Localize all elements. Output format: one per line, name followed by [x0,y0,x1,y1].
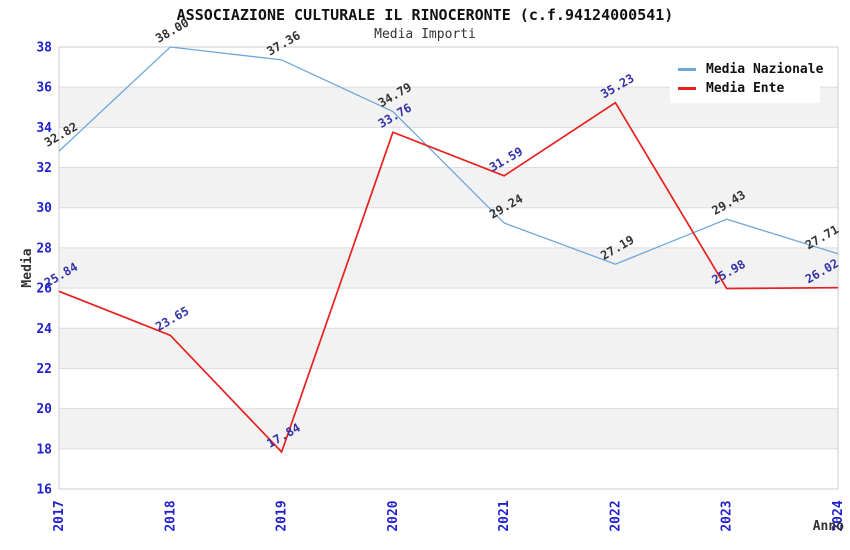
x-tick-label: 2024 [831,500,846,531]
value-label: 38.00 [153,15,191,45]
legend-item-media-nazionale: Media Nazionale [678,60,824,79]
x-tick-label: 2022 [608,500,623,531]
y-tick-label: 20 [36,402,52,417]
y-tick-label: 36 [36,81,52,96]
y-tick-label: 24 [36,322,52,337]
series-line-media-ente [58,101,839,454]
y-tick-label: 32 [36,161,52,176]
media-nazionale-line-swatch-icon [678,68,696,71]
x-tick-label: 2019 [275,500,290,531]
x-tick-label: 2020 [386,500,401,531]
plot-band [59,167,838,208]
y-tick-label: 22 [36,362,52,377]
x-axis-title: Anno [812,519,844,534]
series-line-media-nazionale [58,46,839,265]
plot-band [59,328,838,369]
x-tick-label: 2018 [163,500,178,531]
plot-band [59,408,838,449]
x-tick-label: 2021 [497,500,512,531]
value-label: 37.36 [264,28,302,58]
chart-legend: Media Nazionale Media Ente [670,55,824,103]
y-axis-title: Media [20,248,35,288]
x-tick-label: 2023 [720,500,735,531]
legend-item-media-ente: Media Ente [678,79,820,98]
y-tick-label: 38 [36,41,52,56]
plot-border [58,46,839,490]
y-tick-label: 18 [36,442,52,457]
y-tick-label: 30 [36,201,52,216]
legend-label: Media Nazionale [706,62,824,77]
legend-label: Media Ente [706,81,785,96]
x-tick-label: 2017 [52,500,67,531]
plot-band [59,247,838,289]
y-tick-label: 26 [36,282,52,297]
media-ente-line-swatch-icon [678,87,696,90]
y-tick-label: 16 [36,483,52,498]
chart-subtitle: Media Importi [374,27,476,42]
y-tick-label: 34 [36,121,52,136]
chart-title: ASSOCIAZIONE CULTURALE IL RINOCERONTE (c… [176,6,674,24]
y-tick-label: 28 [36,241,52,256]
